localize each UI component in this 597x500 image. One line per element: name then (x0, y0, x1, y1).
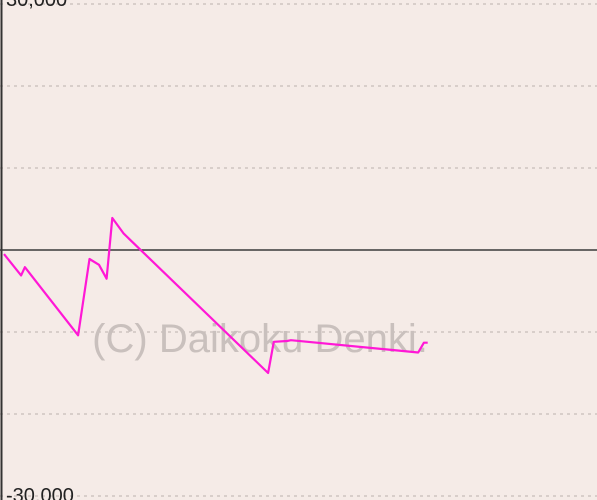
grid-lines (0, 3, 597, 497)
series-line-0 (3, 216, 428, 375)
y-tick-label-bottom: -30,000 (6, 485, 74, 500)
y-tick-label-top: 30,000 (6, 0, 67, 11)
series-layer (3, 216, 428, 375)
watermark-text: (C) Daikoku Denki. (92, 317, 428, 361)
